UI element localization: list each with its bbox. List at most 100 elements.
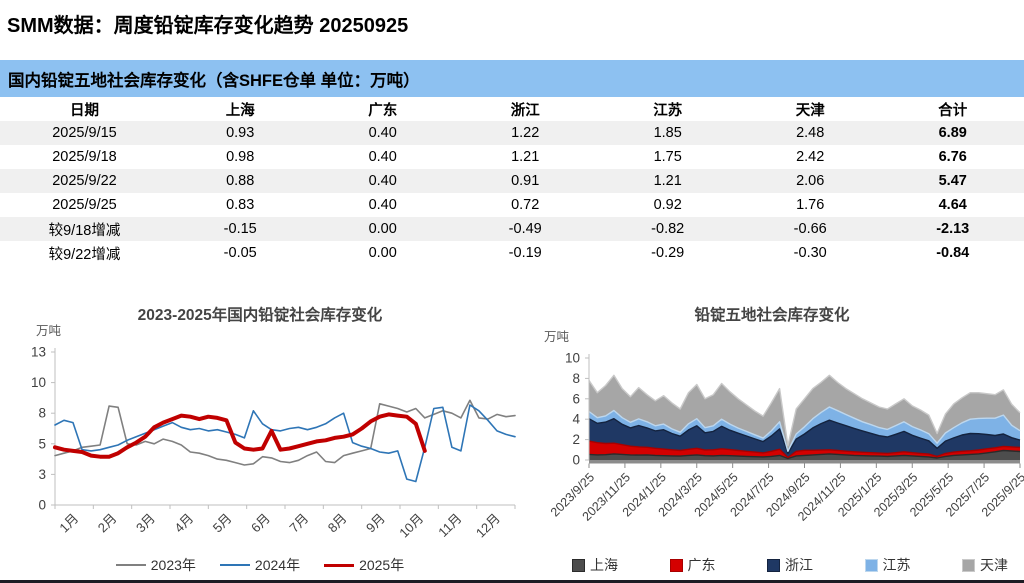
area-chart-canvas: 10864202023/9/252023/11/252024/1/252024/… [548,351,1024,524]
table-cell: -0.84 [936,245,970,261]
table-row: 2025/9/25 0.83 0.40 0.72 0.92 1.76 4.64 [0,193,1024,217]
table-header-cell: 日期 [69,102,99,119]
page-title: SMM数据：周度铅锭库存变化趋势 20250925 [7,15,409,37]
table-cell: 0.91 [511,173,540,189]
legend-item-浙江: 浙江 [767,555,813,575]
table-cell: 1.75 [653,149,682,165]
y-tick-label: 0 [572,453,580,468]
y-tick-label: 2 [572,432,580,447]
legend-line-swatch [324,563,355,567]
area-edge-浙江 [588,417,1021,455]
series-line-2024年 [54,404,516,483]
table-cell: 0.40 [368,125,397,141]
legend-label: 上海 [590,557,618,573]
x-tick-label: 9月 [363,511,388,536]
area-band-广东 [589,441,1020,459]
section-banner: 国内铅锭五地社会库存变化（含SHFE仓单 单位：万吨） [0,60,1024,97]
charts-section: 2023-2025年国内铅锭社会库存变化 万吨 13 10 8 5 3 0 1月 2月 3月 4月… [0,290,1024,580]
legend-item-上海: 上海 [572,555,618,575]
line-chart-unit-label: 万吨 [36,324,62,338]
table-row: 较9/22增减 -0.05 0.00 -0.19 -0.29 -0.30 -0.84 [0,241,1024,265]
y-tick-label: 5 [38,436,46,451]
area-edge-广东 [588,440,1021,459]
y-tick-label: 0 [38,498,46,513]
table-cell: 0.88 [226,173,255,189]
legend-square-swatch [669,558,683,572]
table-cell: 0.98 [226,149,255,165]
x-tick-label: 6月 [248,511,273,536]
x-tick-label: 10月 [396,511,426,541]
y-tick-label: 8 [572,371,580,386]
legend-item-2023年: 2023年 [115,555,196,575]
line-chart-title: 2023-2025年国内铅锭社会库存变化 [137,307,383,324]
inventory-table-body: 2025/9/15 0.93 0.40 1.22 1.85 2.48 6.89 2025/9/… [0,121,1024,265]
legend-item-2024年: 2024年 [219,555,301,575]
area-edge-上海 [588,449,1021,460]
table-cell: 1.21 [511,149,540,165]
table-row: 较9/18增减 -0.15 0.00 -0.49 -0.82 -0.66 -2.13 [0,217,1024,241]
table-header-cell: 天津 [795,102,825,119]
table-header-cell: 合计 [938,102,968,119]
x-tick-label: 7月 [286,511,311,536]
table-cell: 0.83 [226,197,255,213]
table-header-row: 日期 上海 广东 浙江 江苏 天津 合计 [0,97,1024,121]
table-header-cell: 浙江 [510,102,540,119]
y-tick-label: 10 [565,351,580,366]
y-tick-label: 6 [572,391,580,406]
table-row-label: 2025/9/25 [52,197,117,213]
area-band-江苏 [589,407,1020,454]
area-chart-inventory-by-region: 铅锭五地社会库存变化 万吨 10 8 6 4 2 0 2023/9/25 2023/11/25… [520,290,1024,580]
table-cell: 0.92 [653,197,682,213]
table-cell: 1.76 [796,197,825,213]
x-tick-label: 11月 [435,511,464,540]
table-cell: 0.40 [368,173,397,189]
table-row-label: 较9/22增减 [48,246,121,263]
line-chart-legend: 2023年 2024年 2025年 [0,555,520,575]
table-row-label: 2025/9/18 [52,149,117,165]
legend-label: 2023年 [150,557,196,573]
table-cell: 0.00 [368,221,397,237]
area-chart-title: 铅锭五地社会库存变化 [694,307,850,324]
table-cell: 2.06 [796,173,825,189]
table-cell: -0.15 [223,221,257,237]
legend-square-swatch [864,558,878,572]
y-tick-label: 10 [31,375,46,390]
y-tick-label: 3 [38,467,46,482]
table-header-cell: 江苏 [653,102,683,119]
table-cell: 6.89 [938,125,967,141]
legend-label: 2024年 [254,557,301,573]
x-axis-bar [589,460,1020,464]
table-cell: -0.82 [651,221,685,237]
legend-item-江苏: 江苏 [864,555,911,575]
table-cell: 6.76 [938,149,967,165]
legend-line-swatch [219,564,250,566]
series-line-2023年 [54,399,516,466]
legend-label: 广东 [687,557,716,573]
area-band-天津 [589,375,1020,452]
legend-item-广东: 广东 [669,555,716,575]
table-cell: 0.40 [368,149,397,165]
legend-square-swatch [572,558,585,572]
legend-square-swatch [962,558,975,572]
table-cell: 0.72 [511,197,540,213]
x-tick-label: 2月 [95,511,120,536]
area-band-上海 [589,450,1020,460]
table-cell: -0.49 [508,221,542,237]
area-chart-legend: 上海 广东 浙江 江苏 天津 [520,555,1024,575]
table-row-label: 2025/9/15 [52,125,117,141]
table-row: 2025/9/15 0.93 0.40 1.22 1.85 2.48 6.89 [0,121,1024,145]
table-cell: 0.40 [368,197,397,213]
table-cell: -0.19 [508,245,542,261]
area-edge-天津 [588,374,1021,447]
x-tick-label: 12月 [473,511,503,541]
table-cell: -0.29 [651,245,685,261]
x-tick-label: 4月 [171,511,196,536]
line-chart-inventory-by-year: 2023-2025年国内铅锭社会库存变化 万吨 13 10 8 5 3 0 1月 2月 3月 4月… [0,290,520,580]
y-tick-label: 13 [31,345,46,360]
table-row: 2025/9/22 0.88 0.40 0.91 1.21 2.06 5.47 [0,169,1024,193]
table-cell: -0.05 [223,245,257,261]
legend-item-天津: 天津 [962,555,1008,575]
y-tick-label: 4 [572,412,580,427]
section-banner-label: 国内铅锭五地社会库存变化（含SHFE仓单 单位：万吨） [8,71,420,90]
